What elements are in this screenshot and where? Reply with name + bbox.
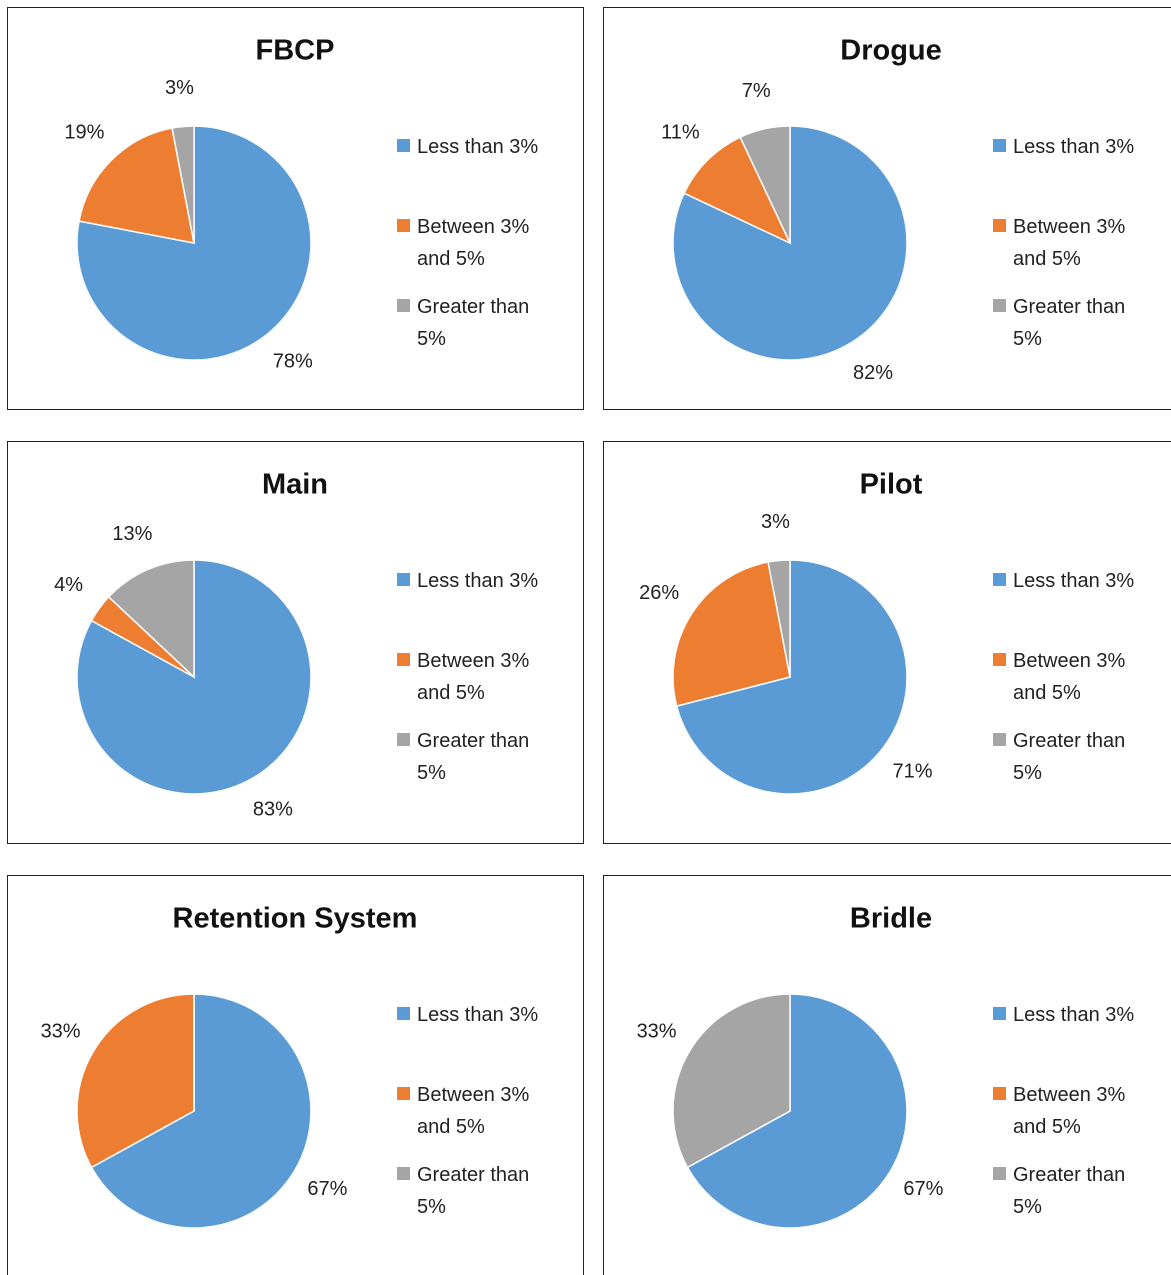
- pie-slice: [767, 559, 791, 678]
- pie-slice: [76, 993, 195, 1169]
- chart-title: Retention System: [173, 903, 418, 935]
- legend-swatch: [993, 1007, 1006, 1020]
- legend-label: Greater than 5%: [417, 730, 530, 784]
- data-label: 71%: [892, 760, 932, 782]
- data-label: 13%: [112, 523, 152, 545]
- data-label: 67%: [903, 1178, 943, 1200]
- legend-swatch: [397, 1007, 410, 1020]
- pie-slice: [78, 127, 195, 244]
- legend-label: Greater than 5%: [1013, 1164, 1126, 1218]
- legend-swatch: [397, 1167, 410, 1180]
- chart-title: Main: [262, 469, 328, 501]
- legend-label: Greater than 5%: [1013, 730, 1126, 784]
- chart-title: Drogue: [840, 35, 942, 67]
- legend-label: Between 3% and 5%: [417, 1084, 530, 1138]
- legend-label: Less than 3%: [1013, 1004, 1135, 1026]
- legend-swatch: [993, 139, 1006, 152]
- pie-slice: [672, 561, 791, 708]
- legend-swatch: [993, 653, 1006, 666]
- legend-label: Between 3% and 5%: [1013, 1084, 1126, 1138]
- data-label: 26%: [639, 582, 679, 604]
- legend-label: Greater than 5%: [417, 1164, 530, 1218]
- data-label: 67%: [307, 1178, 347, 1200]
- legend-label: Less than 3%: [417, 1004, 539, 1026]
- legend-label: Less than 3%: [417, 136, 539, 158]
- pie-slice: [107, 559, 195, 679]
- pie-slice: [739, 125, 791, 244]
- legend-swatch: [397, 653, 410, 666]
- data-label: 33%: [41, 1020, 81, 1042]
- data-label: 7%: [742, 80, 771, 102]
- chart-title: FBCP: [256, 35, 335, 67]
- legend-swatch: [993, 219, 1006, 232]
- data-label: 3%: [165, 77, 194, 99]
- pie-slice: [90, 993, 312, 1229]
- data-label: 78%: [273, 351, 313, 373]
- data-label: 3%: [761, 511, 790, 533]
- legend-label: Between 3% and 5%: [1013, 216, 1126, 270]
- data-label: 33%: [637, 1020, 677, 1042]
- legend-swatch: [397, 573, 410, 586]
- legend-swatch: [993, 733, 1006, 746]
- data-label: 4%: [54, 574, 83, 596]
- data-label: 11%: [661, 122, 700, 144]
- pie-slice: [675, 559, 908, 795]
- legend-label: Greater than 5%: [1013, 296, 1126, 350]
- legend-label: Greater than 5%: [417, 296, 530, 350]
- legend-label: Between 3% and 5%: [417, 216, 530, 270]
- legend-swatch: [397, 219, 410, 232]
- chart-title: Bridle: [850, 903, 932, 935]
- legend-label: Less than 3%: [417, 570, 539, 592]
- legend-label: Less than 3%: [1013, 136, 1135, 158]
- legend-swatch: [397, 139, 410, 152]
- legend-swatch: [993, 573, 1006, 586]
- legend-swatch: [993, 1167, 1006, 1180]
- pie-slice: [672, 993, 791, 1169]
- legend-swatch: [397, 299, 410, 312]
- pie-slice: [171, 125, 195, 244]
- data-label: 19%: [64, 122, 104, 144]
- legend-swatch: [993, 1087, 1006, 1100]
- data-label: 83%: [253, 799, 293, 821]
- data-label: 82%: [853, 362, 893, 384]
- legend-label: Between 3% and 5%: [417, 650, 530, 704]
- pie-slice: [686, 993, 908, 1229]
- legend-label: Less than 3%: [1013, 570, 1135, 592]
- pie-slice: [683, 136, 792, 245]
- legend-swatch: [397, 1087, 410, 1100]
- legend-label: Between 3% and 5%: [1013, 650, 1126, 704]
- legend-swatch: [993, 299, 1006, 312]
- legend-swatch: [397, 733, 410, 746]
- chart-title: Pilot: [860, 469, 923, 501]
